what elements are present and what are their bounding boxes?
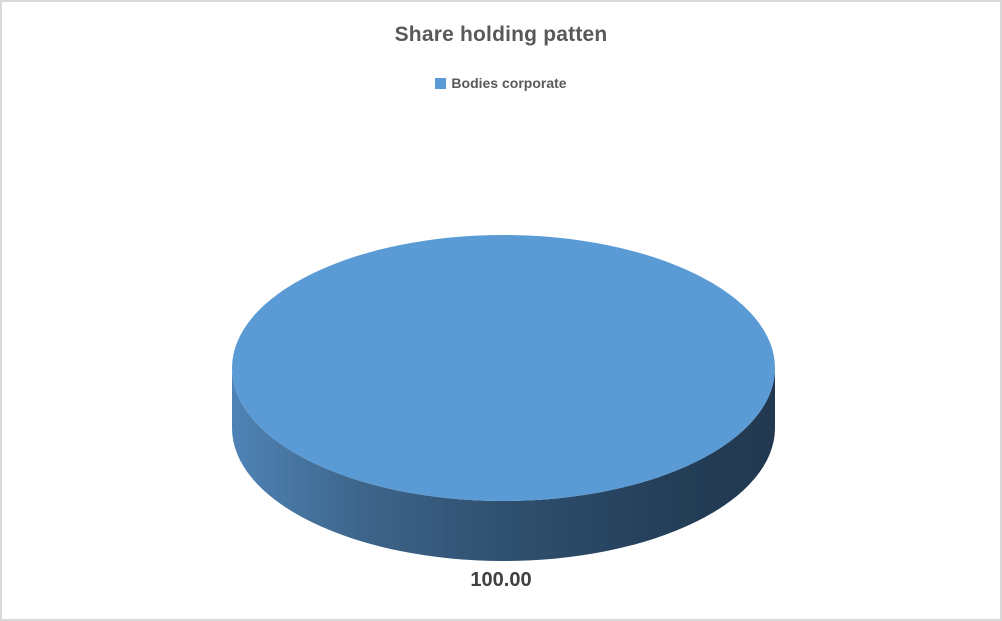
pie-slice-top[interactable] — [232, 235, 775, 501]
legend[interactable]: Bodies corporate — [2, 74, 1000, 92]
chart-title: Share holding patten — [394, 23, 608, 46]
legend-item-label: Bodies corporate — [451, 74, 567, 91]
legend-marker-swatch — [435, 77, 447, 89]
legend-marker-icon — [435, 77, 447, 89]
pie-slice-side[interactable] — [232, 368, 775, 561]
pie-data-label: 100.00 — [470, 569, 532, 591]
